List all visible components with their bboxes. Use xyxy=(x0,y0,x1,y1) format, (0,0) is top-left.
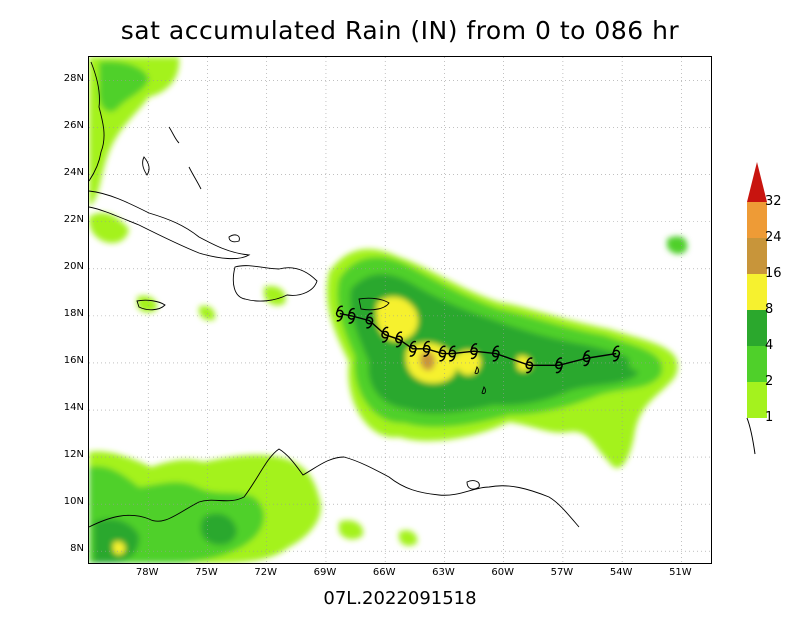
tropical-storm-icon xyxy=(335,305,344,322)
lon-tick-label: 72W xyxy=(254,567,278,578)
lat-tick-label: 10N xyxy=(63,496,84,508)
lon-tick-label: 57W xyxy=(550,567,574,578)
track-line xyxy=(339,312,617,367)
colorbar-swatch xyxy=(747,202,767,238)
colorbar-top-arrow xyxy=(747,162,767,202)
lat-tick-label: 16N xyxy=(63,354,84,366)
tropical-storm-icon xyxy=(525,357,534,374)
colorbar-level-label: 4 xyxy=(765,338,774,353)
tropical-storm-icon xyxy=(347,307,356,324)
lon-tick-label: 51W xyxy=(669,567,692,578)
tropical-storm-icon xyxy=(395,331,403,348)
colorbar-legend: 1 2 4 8 16 24 32 xyxy=(740,160,800,460)
colorbar-level-label: 2 xyxy=(765,374,774,389)
colorbar-level-label: 8 xyxy=(765,302,774,317)
lat-tick-label: 18N xyxy=(63,307,84,319)
rainfall-map xyxy=(88,56,712,564)
rain-contour-8in-c xyxy=(454,350,481,376)
rain-contour-8in-a xyxy=(376,296,419,342)
colorbar-level-label: 24 xyxy=(765,230,782,245)
tropical-storm-icon xyxy=(470,343,478,360)
colorbar-swatch xyxy=(747,274,767,310)
tropical-storm-icon xyxy=(491,345,500,362)
lon-tick-label: 69W xyxy=(313,567,337,578)
lon-tick-label: 60W xyxy=(491,567,514,578)
tropical-storm-icon xyxy=(448,345,457,362)
lon-tick-label: 75W xyxy=(195,567,218,578)
storm-track xyxy=(335,305,621,374)
tropical-storm-icon xyxy=(365,312,374,329)
lat-tick-label: 12N xyxy=(63,449,84,461)
lon-tick-label: 54W xyxy=(609,567,633,578)
tropical-storm-icon xyxy=(612,345,621,362)
lat-tick-label: 20N xyxy=(63,260,84,272)
colorbar-level-label: 32 xyxy=(765,194,782,209)
lat-tick-label: 28N xyxy=(63,72,84,84)
colorbar-swatch xyxy=(747,238,767,274)
tropical-storm-icon xyxy=(582,350,591,367)
coastlines xyxy=(89,61,580,528)
colorbar-swatch xyxy=(747,310,767,346)
colorbar-swatch xyxy=(747,382,767,418)
lat-tick-label: 14N xyxy=(63,402,84,414)
tropical-storm-icon xyxy=(408,340,417,357)
tropical-storm-icon xyxy=(555,357,563,374)
tropical-storm-icon xyxy=(438,345,447,362)
tropical-storm-icon xyxy=(381,326,390,343)
chart-title: sat accumulated Rain (IN) from 0 to 086 … xyxy=(120,16,680,45)
lat-tick-label: 24N xyxy=(63,166,84,178)
lat-tick-label: 8N xyxy=(70,543,84,555)
lon-tick-label: 66W xyxy=(372,567,396,578)
colorbar-swatch xyxy=(747,346,767,382)
rainfall-field xyxy=(89,57,688,563)
tropical-storm-icon xyxy=(422,340,431,357)
lat-tick-label: 22N xyxy=(63,213,84,225)
colorbar-level-label: 1 xyxy=(765,410,774,425)
storm-id-label: 07L.2022091518 xyxy=(323,588,477,609)
lat-tick-label: 26N xyxy=(63,119,84,131)
colorbar-level-label: 16 xyxy=(765,266,782,281)
lon-tick-label: 63W xyxy=(432,567,455,578)
colorbar-tail xyxy=(746,417,756,455)
lon-tick-label: 78W xyxy=(135,567,159,578)
